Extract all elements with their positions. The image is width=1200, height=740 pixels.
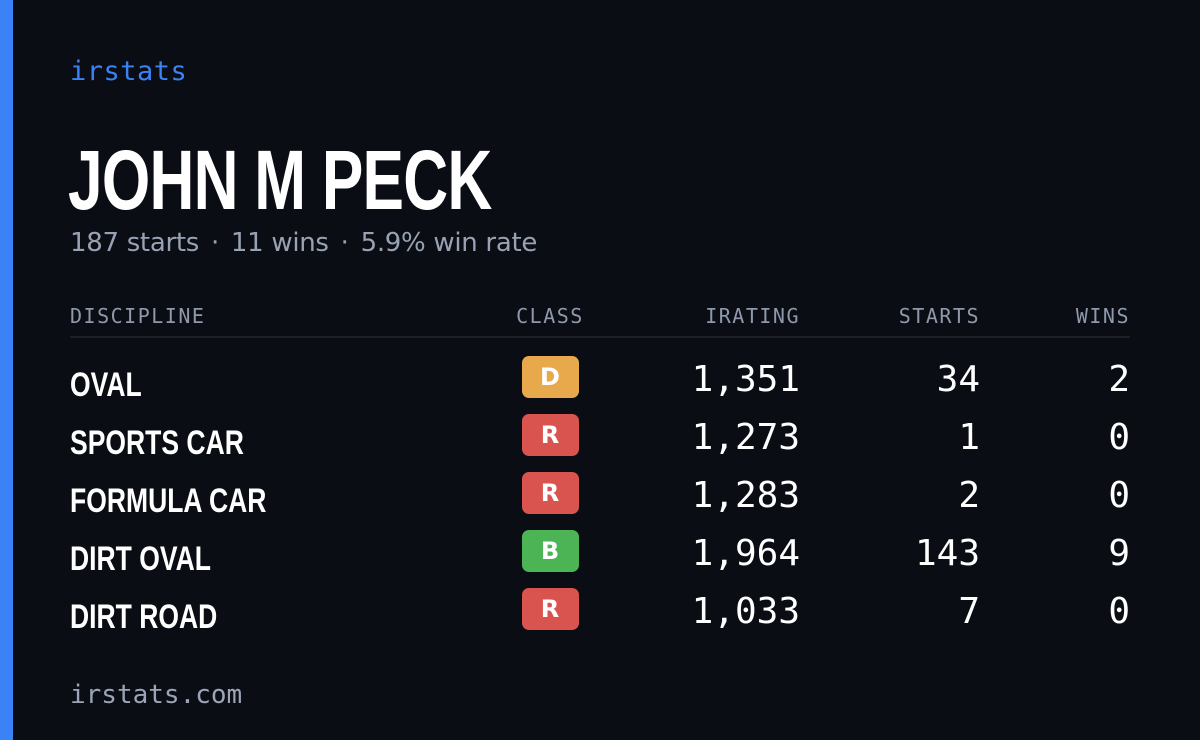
table-row: OVAL D 1,351 34 2 <box>70 337 1130 408</box>
class-badge: D <box>521 356 579 398</box>
wins-value: 0 <box>1108 590 1130 632</box>
stats-table: DISCIPLINE CLASS IRATING STARTS WINS OVA… <box>70 296 1130 640</box>
header-wins: WINS <box>980 296 1130 338</box>
discipline-name: FORMULA CAR <box>70 481 267 520</box>
table-header-row: DISCIPLINE CLASS IRATING STARTS WINS <box>70 296 1130 338</box>
class-badge: R <box>521 414 579 456</box>
wins-value: 0 <box>1108 474 1130 516</box>
header-irating: IRATING <box>610 296 800 338</box>
wins-summary: 11 wins <box>230 228 329 258</box>
irating-value: 1,351 <box>691 358 800 400</box>
starts-summary: 187 starts <box>70 228 199 258</box>
class-badge: R <box>521 472 579 514</box>
irating-value: 1,964 <box>691 532 800 574</box>
discipline-name: DIRT OVAL <box>70 539 211 578</box>
header-starts: STARTS <box>800 296 980 338</box>
separator: · <box>210 228 219 258</box>
header-discipline: DISCIPLINE <box>70 296 490 338</box>
discipline-name: SPORTS CAR <box>70 423 244 462</box>
table-row: DIRT OVAL B 1,964 143 9 <box>70 524 1130 582</box>
brand-logo: irstats <box>70 56 188 87</box>
accent-bar <box>0 0 13 740</box>
starts-value: 143 <box>914 532 980 574</box>
starts-value: 34 <box>936 358 980 400</box>
table-row: SPORTS CAR R 1,273 1 0 <box>70 408 1130 466</box>
wins-value: 0 <box>1108 416 1130 458</box>
header-class: CLASS <box>490 296 610 338</box>
footer-url: irstats.com <box>70 680 243 710</box>
separator: · <box>340 228 349 258</box>
table-row: FORMULA CAR R 1,283 2 0 <box>70 466 1130 524</box>
irating-value: 1,033 <box>691 590 800 632</box>
irating-value: 1,273 <box>691 416 800 458</box>
starts-value: 2 <box>958 474 980 516</box>
winrate-summary: 5.9% win rate <box>360 228 538 258</box>
driver-summary: 187 starts · 11 wins · 5.9% win rate <box>70 228 537 258</box>
irating-value: 1,283 <box>691 474 800 516</box>
table-row: DIRT ROAD R 1,033 7 0 <box>70 582 1130 640</box>
wins-value: 2 <box>1108 358 1130 400</box>
starts-value: 1 <box>958 416 980 458</box>
class-badge: R <box>521 588 579 630</box>
starts-value: 7 <box>958 590 980 632</box>
discipline-name: DIRT ROAD <box>70 597 218 636</box>
discipline-name: OVAL <box>70 365 142 404</box>
class-badge: B <box>521 530 579 572</box>
driver-name: JOHN M PECK <box>68 133 492 227</box>
wins-value: 9 <box>1108 532 1130 574</box>
